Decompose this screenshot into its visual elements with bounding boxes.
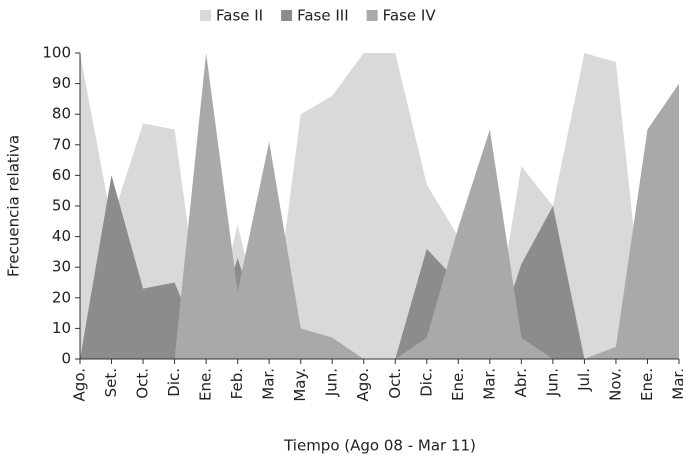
x-tick-label: Ene.: [449, 368, 467, 401]
y-tick-label: 0: [61, 350, 71, 368]
y-tick-label: 10: [52, 319, 71, 337]
x-tick-label: Oct.: [134, 368, 152, 399]
x-tick-label: May.: [291, 368, 309, 402]
x-tick-label: Dic.: [417, 368, 435, 397]
y-axis-label: Frecuencia relativa: [5, 135, 23, 277]
x-tick-label: Oct.: [386, 368, 404, 399]
y-tick-label: 20: [52, 288, 71, 306]
x-tick-label: Nov.: [606, 368, 624, 401]
x-tick-label: Ene.: [638, 368, 656, 401]
legend-swatch: [366, 10, 378, 21]
x-tick-label: Dic.: [165, 368, 183, 397]
legend-swatch: [200, 10, 211, 21]
y-tick-label: 50: [52, 197, 71, 215]
y-tick-label: 60: [52, 166, 71, 184]
area: [80, 53, 679, 359]
y-tick-label: 100: [42, 44, 71, 62]
y-tick-label: 30: [52, 258, 71, 276]
legend-label: Fase III: [297, 7, 349, 25]
x-tick-label: Feb.: [228, 368, 246, 399]
legend-swatch: [281, 10, 293, 21]
x-tick-label: Ago.: [71, 368, 89, 401]
x-tick-label: Jun.: [323, 368, 341, 397]
x-tick-label: Ene.: [197, 368, 215, 401]
x-tick-label: Jun.: [543, 368, 561, 397]
y-tick-label: 40: [52, 227, 71, 245]
x-axis-label: Tiempo (Ago 08 - Mar 11): [283, 437, 476, 455]
legend-label: Fase IV: [383, 7, 437, 25]
x-tick-label: Mar.: [480, 368, 498, 400]
x-tick-label: Abr.: [512, 368, 530, 397]
legend-label: Fase II: [216, 7, 263, 25]
y-tick-label: 80: [52, 105, 71, 123]
x-tick-label: Jul.: [575, 368, 593, 392]
x-tick-label: Ago.: [354, 368, 372, 401]
x-tick-label: Mar.: [260, 368, 278, 400]
x-tick-label: Mar.: [670, 368, 683, 400]
x-tick-label: Set.: [102, 368, 120, 397]
y-tick-label: 90: [52, 74, 71, 92]
y-tick-label: 70: [52, 135, 71, 153]
